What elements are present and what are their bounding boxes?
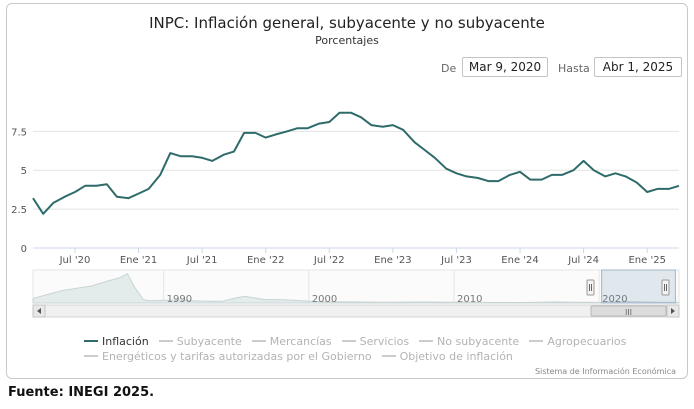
scroll-left-button[interactable] (32, 304, 46, 318)
legend-item[interactable]: Objetivo de inflación (381, 349, 513, 364)
legend-label: Energéticos y tarifas autorizadas por el… (102, 350, 372, 363)
chart-credit: Sistema de Información Económica (534, 367, 676, 376)
x-tick-label: Jul '23 (440, 255, 472, 266)
navigator-decade-label: 1990 (167, 294, 192, 305)
x-tick-label: Ene '21 (120, 255, 157, 266)
series-group (32, 111, 680, 215)
x-tick-label: Jul '20 (59, 255, 91, 266)
x-tick-label: Ene '24 (501, 255, 538, 266)
range-to-label: Hasta (558, 62, 590, 75)
legend-item[interactable]: Agropecuarios (529, 334, 626, 349)
scrollbar[interactable]: III (32, 304, 680, 318)
arrow-left-icon (37, 308, 41, 314)
legend-item[interactable]: Energéticos y tarifas autorizadas por el… (84, 349, 372, 364)
x-tick-label: Ene '23 (374, 255, 411, 266)
legend-item[interactable]: Servicios (341, 334, 410, 349)
x-tick-label: Jul '21 (186, 255, 218, 266)
legend-item[interactable]: Inflación (84, 334, 149, 349)
scroll-right-button[interactable] (666, 304, 680, 318)
legend-swatch (341, 340, 356, 342)
legend-item[interactable]: Subyacente (158, 334, 242, 349)
y-tick-label: 7.5 (11, 127, 27, 138)
legend-label: Inflación (102, 335, 149, 348)
y-grid (33, 130, 679, 249)
navigator-handle-left[interactable] (586, 279, 595, 296)
x-axis-ticks (74, 248, 648, 253)
arrow-right-icon (671, 308, 675, 314)
legend-swatch (381, 355, 396, 357)
range-from-label: De (441, 62, 457, 75)
scrollbar-thumb[interactable] (590, 305, 667, 317)
legend-swatch (158, 340, 173, 342)
y-axis-labels: 0 2.5 5 7.5 (11, 127, 27, 255)
y-tick-label: 5 (21, 166, 27, 177)
navigator-decade-label: 2020 (602, 294, 627, 305)
source-note: Fuente: INEGI 2025. (8, 385, 155, 400)
legend-swatch (251, 340, 266, 342)
series-line-inflacion[interactable] (32, 111, 680, 215)
navigator-decade-label: 2000 (312, 294, 337, 305)
chart-title: INPC: Inflación general, subyacente y no… (149, 14, 545, 32)
x-axis-labels: Jul '20 Ene '21 Jul '21 Ene '22 Jul '22 Ene '… (59, 255, 666, 266)
navigator-area (32, 273, 680, 304)
scrollbar-track[interactable] (32, 304, 680, 318)
chart-subtitle: Porcentajes (315, 34, 379, 47)
navigator[interactable]: 1990 2000 2010 2020 (32, 269, 680, 305)
legend-label: Subyacente (176, 335, 242, 348)
x-tick-label: Jul '24 (567, 255, 599, 266)
legend-item[interactable]: Mercancías (251, 334, 332, 349)
y-tick-label: 0 (21, 244, 27, 255)
legend-label: Agropecuarios (547, 335, 627, 348)
legend-swatch (84, 355, 98, 357)
x-tick-label: Ene '25 (628, 255, 665, 266)
legend-item[interactable]: No subyacente (419, 334, 519, 349)
navigator-decade-label: 2010 (457, 294, 482, 305)
range-from-input[interactable]: Mar 9, 2020 (462, 57, 548, 77)
navigator-grid (163, 270, 600, 303)
x-tick-label: Ene '22 (247, 255, 284, 266)
chart-legend: Inflación Subyacente Mercancías Servicios No… (84, 334, 644, 364)
scrollbar-grip: III (625, 308, 632, 317)
range-to-input[interactable]: Abr 1, 2025 (594, 57, 682, 77)
legend-label: Objetivo de inflación (399, 350, 513, 363)
navigator-handle-right[interactable] (661, 279, 670, 296)
navigator-decade-labels: 1990 2000 2010 2020 (167, 294, 628, 305)
y-tick-label: 2.5 (11, 205, 27, 216)
legend-label: No subyacente (437, 335, 520, 348)
legend-swatch (84, 340, 98, 342)
x-tick-label: Jul '22 (313, 255, 345, 266)
legend-label: Servicios (359, 335, 410, 348)
legend-label: Mercancías (269, 335, 332, 348)
legend-swatch (419, 340, 434, 342)
legend-swatch (529, 340, 544, 342)
